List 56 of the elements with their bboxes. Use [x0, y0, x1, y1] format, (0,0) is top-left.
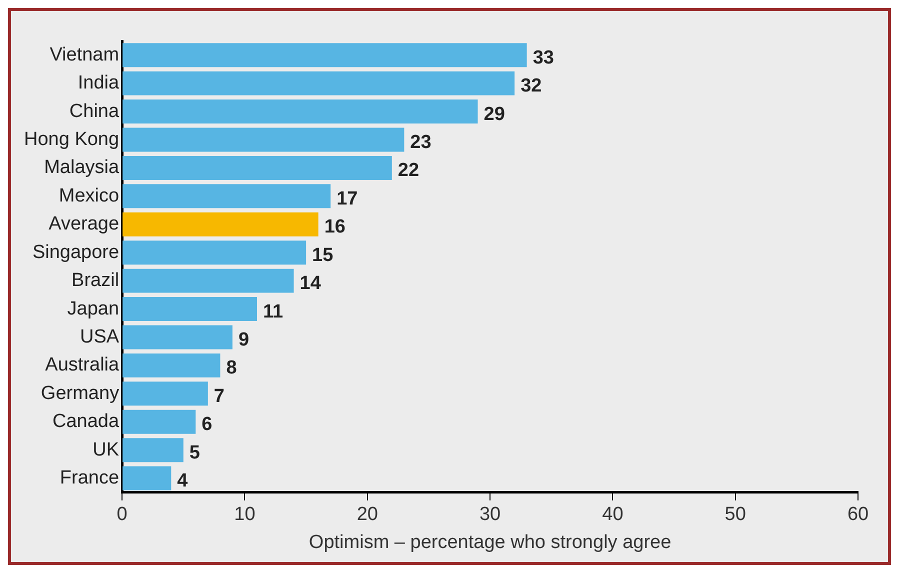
- y-tick-label: Canada: [52, 411, 120, 432]
- y-tick-label: Germany: [40, 382, 120, 404]
- y-tick-label: France: [60, 468, 120, 489]
- data-label: 11: [262, 301, 284, 322]
- bar: [122, 240, 306, 265]
- bar: [122, 466, 172, 490]
- bar: [122, 268, 294, 293]
- data-label: 7: [214, 386, 225, 407]
- bar: [122, 156, 392, 180]
- bar: [122, 410, 196, 434]
- bar: [122, 297, 257, 322]
- y-tick-label: Singapore: [32, 242, 120, 263]
- x-tick-label: 50: [724, 504, 746, 526]
- data-label: 9: [238, 329, 250, 350]
- data-label: 17: [336, 188, 358, 210]
- bar: [122, 100, 478, 124]
- x-tick-label: 60: [847, 504, 869, 526]
- x-axis-title: Optimism – percentage who strongly agree: [308, 532, 672, 553]
- y-tick-label: Japan: [67, 298, 120, 320]
- bar: [122, 71, 515, 96]
- y-tick-label: Mexico: [58, 185, 120, 206]
- data-label: 15: [312, 244, 334, 266]
- y-tick-label: Malaysia: [44, 157, 120, 178]
- data-label: 8: [226, 358, 237, 379]
- x-tick-label: 30: [479, 504, 501, 526]
- y-tick-label: Average: [48, 214, 120, 235]
- bar: [122, 325, 232, 350]
- bar: [122, 128, 404, 152]
- bar: [122, 438, 184, 462]
- y-tick-label: Hong Kong: [24, 128, 120, 150]
- data-label: 5: [189, 442, 200, 464]
- bar: [122, 382, 208, 406]
- y-tick-label: USA: [80, 326, 120, 348]
- data-label: 33: [532, 47, 554, 68]
- y-tick-label: Brazil: [72, 270, 120, 292]
- bar: [122, 212, 318, 236]
- y-tick-label: China: [69, 100, 120, 122]
- data-label: 6: [202, 414, 212, 436]
- data-label: 29: [484, 104, 505, 125]
- data-label: 14: [300, 273, 322, 294]
- y-tick-label: Australia: [45, 354, 120, 376]
- x-tick-label: 10: [234, 504, 256, 526]
- y-tick-label: Vietnam: [50, 44, 120, 66]
- x-tick-label: 0: [116, 504, 128, 526]
- x-tick-label: 40: [602, 504, 624, 526]
- x-tick-label: 20: [356, 504, 378, 526]
- y-tick-label: India: [78, 72, 120, 94]
- bar: [122, 43, 527, 68]
- bar: [122, 184, 331, 208]
- data-label: 23: [410, 132, 432, 153]
- bar: [122, 353, 220, 378]
- data-label: 32: [520, 76, 542, 97]
- data-label: 4: [177, 470, 188, 492]
- data-label: 16: [324, 216, 346, 238]
- data-label: 22: [398, 160, 420, 182]
- y-tick-label: UK: [92, 439, 120, 460]
